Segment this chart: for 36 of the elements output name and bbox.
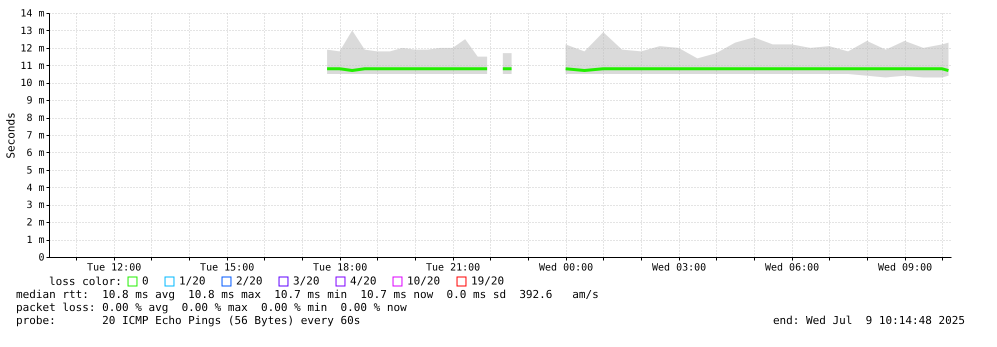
text: packet loss: 0.00 % avg 0.00 % max 0.00 % min 0.00 % now: [16, 301, 408, 314]
y-tick-label: 12 m: [20, 43, 44, 54]
x-tick-label: Tue 12:00: [87, 262, 142, 274]
legend-label: 0: [142, 274, 149, 288]
legend-label: 10/20: [407, 274, 440, 288]
legend-label: 3/20: [293, 274, 320, 288]
y-tick-label: 9 m: [26, 96, 44, 107]
legend-label: 19/20: [471, 274, 504, 288]
text: probe: 20 ICMP Echo Pings (56 Bytes) every 60s: [16, 314, 360, 327]
y-tick-label: 10 m: [20, 78, 44, 90]
y-tick-label: 1 m: [26, 235, 44, 246]
y-tick-label: 3 m: [26, 200, 44, 212]
legend-label: 1/20: [179, 274, 206, 288]
x-tick-label: Tue 18:00: [313, 262, 368, 274]
y-tick-label: 5 m: [26, 165, 44, 176]
y-tick-label: 7 m: [26, 130, 44, 142]
x-tick-label: Wed 06:00: [764, 262, 820, 274]
x-tick-label: Tue 21:00: [426, 262, 480, 274]
legend-label: 4/20: [350, 274, 376, 288]
y-tick-label: 14 m: [20, 8, 44, 20]
x-tick-label: Wed 09:00: [878, 262, 932, 274]
y-tick-label: 0: [38, 252, 44, 264]
legend-title: loss color:: [49, 275, 122, 288]
x-tick-label: Wed 03:00: [652, 262, 706, 274]
y-tick-label: 6 m: [26, 148, 44, 159]
y-tick-label: 8 m: [26, 113, 44, 124]
x-tick-label: Wed 00:00: [539, 262, 594, 274]
y-tick-label: 4 m: [26, 182, 44, 194]
y-axis-title: Seconds: [4, 112, 18, 159]
y-tick-label: 2 m: [26, 218, 44, 229]
x-tick-label: Tue 15:00: [200, 262, 254, 274]
legend-label: 2/20: [236, 274, 262, 288]
y-tick-label: 13 m: [20, 26, 44, 37]
y-tick-label: 11 m: [20, 60, 44, 72]
text: end: Wed Jul 9 10:14:48 2025: [772, 314, 966, 327]
text: median rtt: 10.8 ms avg 10.8 ms max 10.7 ms min 10.7 ms now 0.0 ms sd 392.6 am/s: [16, 288, 600, 301]
